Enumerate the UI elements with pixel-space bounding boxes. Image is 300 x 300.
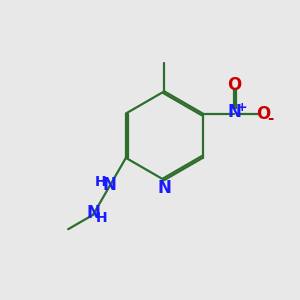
Text: O: O: [256, 104, 270, 122]
Text: O: O: [227, 76, 241, 94]
Text: +: +: [237, 101, 247, 114]
Text: N: N: [227, 103, 241, 121]
Text: -: -: [268, 111, 274, 126]
Text: N: N: [86, 204, 100, 222]
Text: H: H: [95, 175, 107, 189]
Text: H: H: [96, 211, 107, 225]
Text: N: N: [103, 176, 116, 194]
Text: N: N: [158, 179, 171, 197]
